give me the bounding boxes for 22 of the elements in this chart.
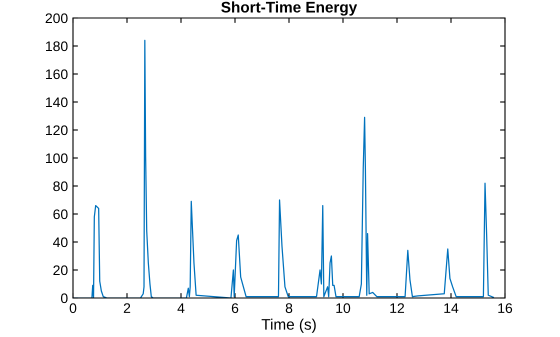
x-tick-label: 14: [444, 303, 458, 313]
x-tick-label: 8: [286, 303, 292, 314]
y-tick-label: 120: [46, 125, 68, 136]
y-tick-label: 40: [53, 237, 68, 248]
y-tick-label: 200: [46, 13, 68, 24]
x-tick-label: 10: [336, 303, 350, 314]
y-tick-label: 140: [46, 97, 68, 108]
x-tick-label: 16: [498, 303, 512, 314]
x-tick-label: 12: [390, 303, 404, 313]
y-tick-label: 160: [46, 69, 68, 80]
y-tick-label: 100: [46, 153, 68, 164]
x-tick-label: 0: [70, 303, 76, 314]
chart-title: Short-Time Energy: [221, 1, 358, 16]
y-tick-label: 180: [46, 41, 68, 52]
x-tick-label: 2: [124, 303, 130, 313]
x-tick-label: 6: [232, 303, 238, 314]
y-tick-label: 20: [53, 265, 68, 276]
x-axis-title: Time (s): [262, 318, 316, 333]
y-tick-label: 60: [53, 209, 68, 220]
x-tick-label: 4: [177, 303, 184, 313]
y-tick-label: 0: [60, 293, 68, 304]
y-tick-label: 80: [53, 181, 68, 192]
